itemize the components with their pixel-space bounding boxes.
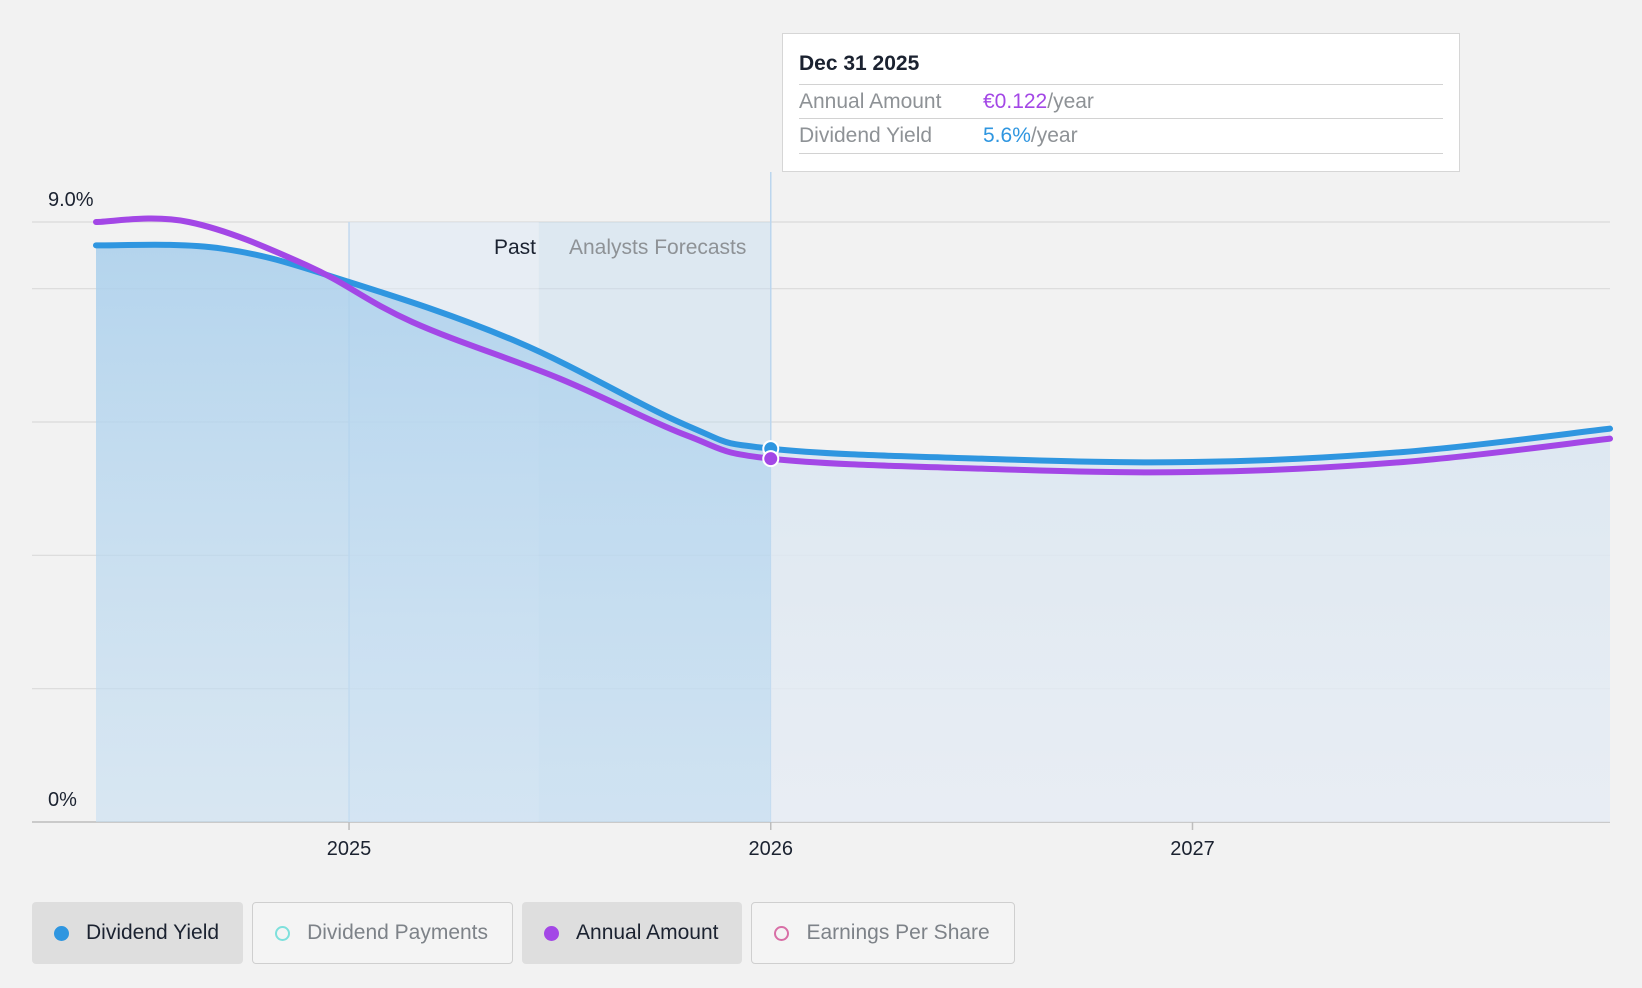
tooltip-unit: /year [1030, 124, 1078, 147]
hover-tooltip: Dec 31 2025 Annual Amount €0.122/year Di… [782, 33, 1460, 172]
dividend-yield-dot-icon [54, 925, 69, 941]
y-tick-label-max: 9.0% [48, 189, 94, 211]
tooltip-label: Dividend Yield [799, 124, 933, 147]
series-line-annual-amount [93, 215, 1613, 476]
x-tick-label: 2025 [327, 838, 372, 860]
legend-label: Earnings Per Share [806, 921, 990, 944]
tooltip-row-annual-amount: Annual Amount €0.122/year [799, 84, 1443, 119]
dividend-payments-dot-icon [275, 925, 291, 941]
legend-item-dividend-yield[interactable]: Dividend Yield [32, 902, 244, 964]
past-region-label: Past [494, 236, 536, 259]
past-area [96, 244, 771, 822]
axis-labels: 9.0% 0% Past Analysts Forecasts [48, 189, 746, 811]
forecast-area [770, 428, 1610, 822]
tooltip-value: 5.6% [983, 124, 1031, 147]
legend-item-earnings-per-share[interactable]: Earnings Per Share [751, 902, 1015, 964]
tooltip-value: €0.122 [983, 90, 1048, 113]
legend-label: Dividend Yield [86, 921, 220, 944]
tooltip-unit: /year [1047, 90, 1094, 113]
annual-amount-dot-icon [544, 925, 560, 941]
tooltip-value-wrap: 5.6%/year [983, 119, 1078, 153]
legend-label: Dividend Payments [307, 921, 489, 944]
legend-item-annual-amount[interactable]: Annual Amount [522, 902, 743, 964]
x-tick-label: 2027 [1170, 838, 1215, 860]
hover-markers [762, 440, 780, 468]
forecast-region-label: Analysts Forecasts [569, 236, 746, 259]
series-lines [93, 215, 1613, 476]
tooltip-row-dividend-yield: Dividend Yield 5.6%/year [799, 118, 1443, 154]
x-tick-label: 2026 [749, 838, 794, 860]
earnings-per-share-dot-icon [774, 925, 790, 941]
y-tick-label-min: 0% [48, 789, 77, 811]
legend-item-dividend-payments[interactable]: Dividend Payments [252, 902, 514, 964]
x-axis-ticks: 2025 2026 2027 [327, 822, 1215, 860]
area-fill [96, 244, 1610, 822]
tooltip-label: Annual Amount [799, 90, 942, 113]
tooltip-value-wrap: €0.122/year [983, 85, 1094, 119]
tooltip-date: Dec 31 2025 [799, 52, 920, 75]
legend-label: Annual Amount [576, 921, 719, 944]
hover-marker-annual-amount [762, 450, 780, 468]
legend: Dividend Yield Dividend Payments Annual … [32, 902, 1015, 964]
